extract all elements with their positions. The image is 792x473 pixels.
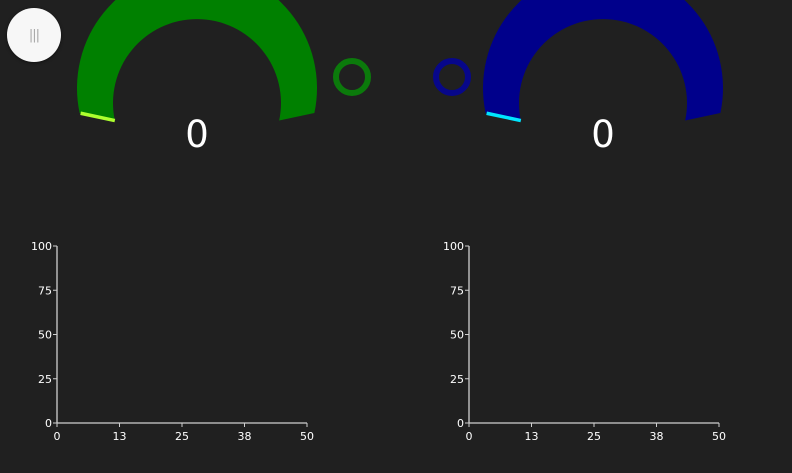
y-tick-label: 100 (31, 240, 52, 253)
gauge-needle (80, 111, 116, 123)
x-tick-label: 25 (587, 430, 601, 443)
x-tick-label: 13 (525, 430, 539, 443)
gauge-right-svg (483, 0, 723, 123)
y-tick-label: 75 (38, 284, 52, 297)
status-ring-icon (332, 57, 372, 97)
y-tick-label: 0 (457, 417, 464, 430)
status-ring-icon (432, 57, 472, 97)
y-tick-label: 100 (443, 240, 464, 253)
line-chart-left: 0 25 50 75 100 0 13 25 38 50 (20, 236, 320, 451)
chart-right-svg: 0 25 50 75 100 0 13 25 38 50 (443, 240, 726, 443)
gauge-left: 0 (67, 0, 327, 178)
y-tick-label: 50 (38, 329, 52, 342)
y-tick-label: 50 (450, 329, 464, 342)
x-tick-label: 38 (238, 430, 252, 443)
gauge-value: 0 (185, 113, 209, 156)
hamburger-menu-icon: ||| (28, 27, 40, 43)
x-tick-label: 50 (300, 430, 314, 443)
gauge-arc (77, 0, 317, 121)
chart-left-svg: 0 25 50 75 100 0 13 25 38 50 (31, 240, 314, 443)
x-tick-label: 0 (54, 430, 61, 443)
y-tick-label: 0 (45, 417, 52, 430)
y-tick-label: 75 (450, 284, 464, 297)
x-tick-label: 50 (712, 430, 726, 443)
x-tick-label: 25 (175, 430, 189, 443)
x-tick-label: 13 (113, 430, 127, 443)
x-tick-label: 0 (466, 430, 473, 443)
gauge-right: 0 (473, 0, 733, 178)
gauge-left-svg (77, 0, 317, 123)
line-chart-right: 0 25 50 75 100 0 13 25 38 50 (432, 236, 732, 451)
x-tick-label: 38 (650, 430, 664, 443)
gauge-needle (486, 111, 522, 123)
menu-button[interactable]: ||| (7, 8, 61, 62)
y-tick-label: 25 (450, 373, 464, 386)
y-tick-label: 25 (38, 373, 52, 386)
gauge-arc (483, 0, 723, 121)
gauge-value: 0 (591, 113, 615, 156)
